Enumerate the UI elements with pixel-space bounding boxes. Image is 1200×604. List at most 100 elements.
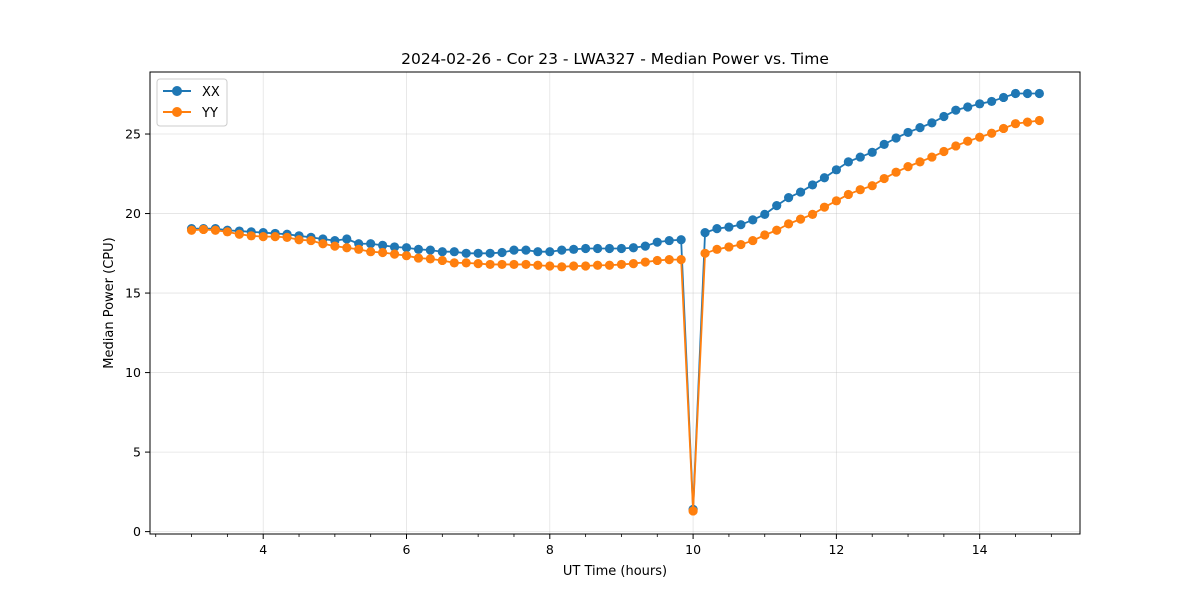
data-point-xx xyxy=(903,127,913,138)
data-point-yy xyxy=(843,189,853,200)
data-point-yy xyxy=(246,231,256,241)
x-tick-label: 12 xyxy=(828,542,844,557)
data-point-xx xyxy=(485,248,495,258)
x-tick-label: 6 xyxy=(403,542,411,557)
data-point-yy xyxy=(867,181,877,191)
data-point-yy xyxy=(628,259,639,269)
y-tick-label: 20 xyxy=(125,206,141,221)
legend-label-yy: YY xyxy=(201,106,218,121)
data-point-xx xyxy=(855,152,865,162)
x-tick-label: 10 xyxy=(685,542,701,557)
data-point-xx xyxy=(760,209,770,219)
data-point-xx xyxy=(616,243,627,254)
data-point-yy xyxy=(831,196,841,206)
series-layer xyxy=(186,88,1044,516)
data-point-xx xyxy=(867,147,877,157)
data-point-xx xyxy=(342,234,352,244)
data-point-yy xyxy=(1010,119,1021,129)
data-point-xx xyxy=(807,180,818,190)
plot-area xyxy=(150,72,1080,534)
data-point-yy xyxy=(461,258,471,268)
data-point-xx xyxy=(461,248,471,258)
y-tick-label: 25 xyxy=(125,127,141,142)
data-point-xx xyxy=(628,243,639,253)
data-point-yy xyxy=(545,261,555,271)
data-point-xx xyxy=(545,247,555,257)
data-point-yy xyxy=(258,232,268,242)
data-point-yy xyxy=(939,146,949,157)
data-point-xx xyxy=(724,222,734,232)
data-point-yy xyxy=(557,262,567,272)
data-point-yy xyxy=(891,167,901,177)
data-point-xx xyxy=(975,99,985,109)
data-point-yy xyxy=(1022,117,1033,127)
data-point-xx xyxy=(497,247,507,258)
data-point-yy xyxy=(413,253,424,263)
data-point-yy xyxy=(521,259,531,270)
data-point-xx xyxy=(652,237,662,247)
data-point-xx xyxy=(879,139,889,149)
data-point-yy xyxy=(354,244,364,254)
data-point-xx xyxy=(592,243,603,254)
data-point-xx xyxy=(915,123,925,133)
data-point-yy xyxy=(652,255,662,266)
data-point-xx xyxy=(389,242,400,252)
x-tick-label: 4 xyxy=(259,542,267,557)
data-point-xx xyxy=(1034,88,1044,99)
data-point-yy xyxy=(222,227,232,237)
data-point-yy xyxy=(198,224,209,235)
x-axis-label: UT Time (hours) xyxy=(563,564,667,579)
legend-marker-yy xyxy=(172,107,182,117)
data-point-xx xyxy=(1022,88,1033,99)
data-point-yy xyxy=(378,247,388,258)
data-point-yy xyxy=(569,261,579,271)
data-point-xx xyxy=(581,243,591,254)
data-point-yy xyxy=(963,136,973,146)
data-point-yy xyxy=(676,255,686,265)
data-point-yy xyxy=(581,261,591,271)
data-point-yy xyxy=(712,244,722,254)
data-point-xx xyxy=(987,96,997,107)
data-point-yy xyxy=(903,162,913,172)
data-point-xx xyxy=(473,248,483,258)
data-point-yy xyxy=(497,259,507,270)
data-point-xx xyxy=(557,245,567,255)
grid-layer xyxy=(150,72,1080,534)
data-point-yy xyxy=(640,257,650,267)
data-point-yy xyxy=(784,219,794,229)
y-tick-label: 5 xyxy=(133,445,141,460)
data-point-yy xyxy=(473,259,483,269)
data-point-xx xyxy=(891,133,901,143)
data-point-yy xyxy=(724,242,734,252)
data-point-xx xyxy=(712,224,722,234)
x-tick-label: 8 xyxy=(546,542,554,557)
x-tick-label: 14 xyxy=(972,542,988,557)
data-point-xx xyxy=(533,247,543,257)
data-point-yy xyxy=(760,230,770,240)
data-point-yy xyxy=(485,259,495,270)
data-point-xx xyxy=(449,247,459,257)
data-point-yy xyxy=(306,235,316,246)
data-point-yy xyxy=(951,141,961,151)
legend-marker-xx xyxy=(172,86,182,96)
data-point-xx xyxy=(998,92,1009,103)
data-point-xx xyxy=(939,111,949,122)
data-point-yy xyxy=(604,260,615,270)
data-point-yy xyxy=(342,243,352,253)
data-point-yy xyxy=(234,229,244,239)
data-point-xx xyxy=(795,187,806,197)
data-point-yy xyxy=(449,258,459,268)
data-point-xx xyxy=(963,102,973,112)
series-yy xyxy=(186,115,1044,516)
data-point-yy xyxy=(592,260,603,270)
data-point-yy xyxy=(437,255,447,266)
data-point-yy xyxy=(987,128,997,138)
data-point-yy xyxy=(389,249,400,259)
data-point-yy xyxy=(270,232,280,242)
data-point-xx xyxy=(437,247,447,257)
data-point-xx xyxy=(819,173,830,183)
data-point-yy xyxy=(366,247,376,257)
data-point-xx xyxy=(425,245,435,255)
data-point-yy xyxy=(795,214,806,224)
